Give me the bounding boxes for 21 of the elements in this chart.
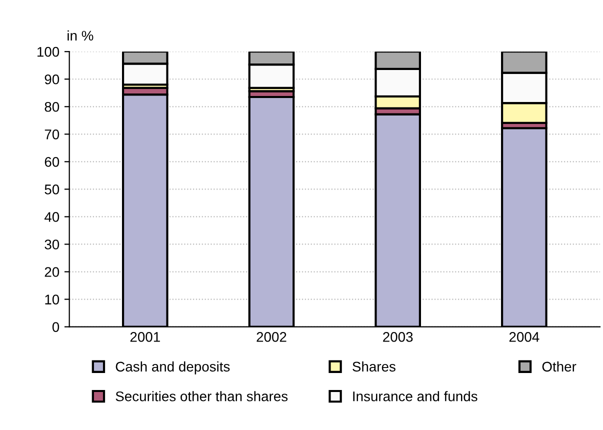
- y-tick-label: 20: [44, 267, 60, 277]
- y-tick-label: 60: [44, 157, 60, 167]
- y-tick-label: 100: [38, 46, 60, 57]
- x-tick-label: 2001: [130, 332, 160, 342]
- x-tick-label: 2002: [256, 332, 286, 342]
- legend-label: Other: [542, 361, 576, 372]
- y-tick-label: 10: [45, 294, 60, 304]
- y-tick-label: 80: [44, 102, 60, 112]
- legend-label: Securities other than shares: [116, 391, 288, 402]
- y-tick-label: 40: [44, 212, 60, 222]
- y-tick-label: 90: [44, 74, 60, 84]
- y-axis-title: in %: [68, 30, 94, 41]
- y-tick-label: 30: [44, 240, 60, 250]
- x-tick-label: 2003: [383, 332, 413, 342]
- x-tick-label: 2004: [509, 332, 540, 342]
- legend-label: Insurance and funds: [353, 391, 478, 402]
- y-tick-label: 50: [44, 184, 60, 194]
- y-tick-label: 0: [52, 322, 60, 332]
- legend-label: Shares: [352, 361, 396, 372]
- y-tick-label: 70: [44, 129, 60, 140]
- legend-label: Cash and deposits: [116, 361, 230, 374]
